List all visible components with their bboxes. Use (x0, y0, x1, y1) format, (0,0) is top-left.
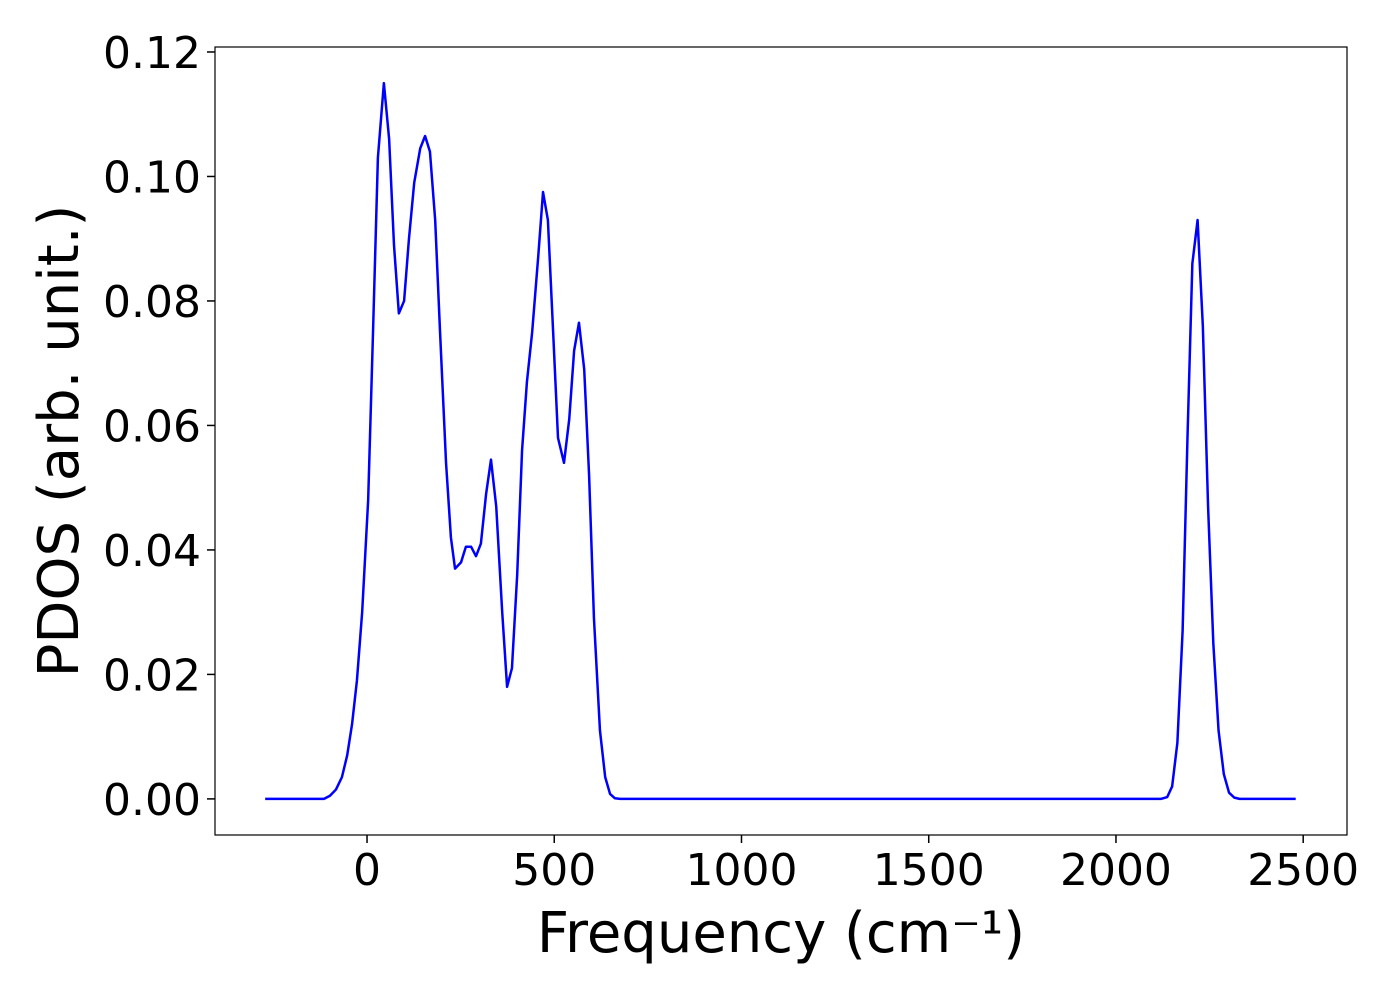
x-tick-label: 0 (353, 845, 381, 896)
x-tick-label: 500 (512, 845, 596, 896)
y-axis-label: PDOS (arb. unit.) (27, 205, 92, 678)
x-axis-label: Frequency (cm⁻¹) (537, 901, 1025, 966)
y-tick-label: 0.08 (103, 277, 201, 328)
y-tick-label: 0.06 (103, 401, 201, 452)
plot-frame (214, 46, 1348, 836)
y-tick-label: 0.00 (103, 775, 201, 826)
line (265, 81, 1296, 801)
y-tick-label: 0.10 (103, 152, 201, 203)
y-tick-label: 0.02 (103, 650, 201, 701)
x-tick-label: 2000 (1060, 845, 1172, 896)
y-tick-label: 0.04 (103, 526, 201, 577)
x-tick-label: 1000 (686, 845, 798, 896)
x-tick-label: 2500 (1247, 845, 1359, 896)
y-tick-label: 0.12 (103, 28, 201, 79)
x-tick-label: 1500 (873, 845, 985, 896)
